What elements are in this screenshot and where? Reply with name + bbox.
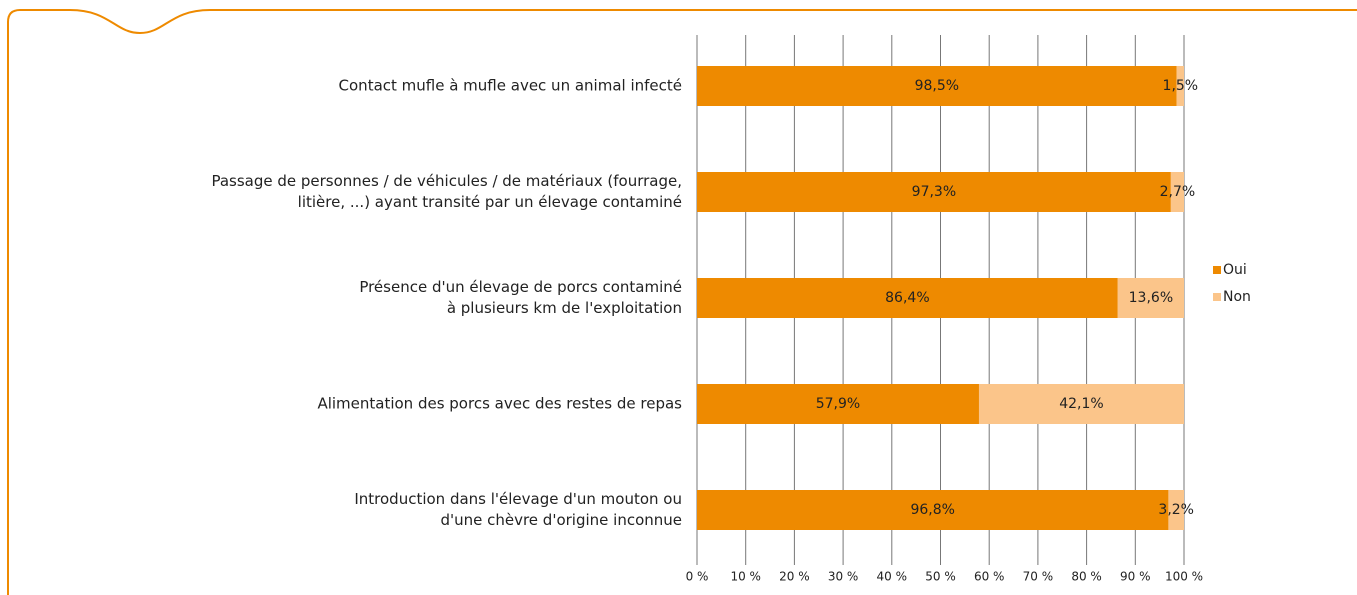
value-label: 57,9% <box>816 396 860 412</box>
x-tick-label: 50 % <box>925 570 956 584</box>
value-label: 96,8% <box>910 502 954 518</box>
value-label: 1,5% <box>1163 78 1199 94</box>
x-tick-label: 20 % <box>779 570 810 584</box>
x-tick-label: 80 % <box>1071 570 1102 584</box>
x-tick-label: 40 % <box>877 570 908 584</box>
value-label: 3,2% <box>1158 502 1194 518</box>
frame <box>7 9 1357 595</box>
legend-swatch <box>1213 293 1221 301</box>
value-label: 2,7% <box>1160 184 1196 200</box>
bar-segment <box>697 172 1171 212</box>
legend-label: Oui <box>1223 262 1247 278</box>
value-label: 98,5% <box>915 78 959 94</box>
value-label: 86,4% <box>885 290 929 306</box>
category-label: Contact mufle à mufle avec un animal inf… <box>339 77 682 95</box>
x-tick-label: 60 % <box>974 570 1005 584</box>
category-label: Présence d'un élevage de porcs contaminé <box>359 278 682 296</box>
category-label: Introduction dans l'élevage d'un mouton … <box>354 490 682 508</box>
category-label: Alimentation des porcs avec des restes d… <box>317 395 682 413</box>
legend-swatch <box>1213 266 1221 274</box>
x-tick-label: 10 % <box>730 570 761 584</box>
x-tick-label: 100 % <box>1165 570 1203 584</box>
category-label: d'une chèvre d'origine inconnue <box>440 511 682 529</box>
bar-segment <box>697 490 1169 530</box>
x-tick-label: 0 % <box>686 570 709 584</box>
value-label: 13,6% <box>1129 290 1173 306</box>
value-label: 97,3% <box>912 184 956 200</box>
bar-segment <box>1170 172 1184 212</box>
bar-segment <box>697 278 1118 318</box>
bar-segment <box>1117 278 1184 318</box>
bar-segment <box>697 66 1177 106</box>
value-label: 42,1% <box>1059 396 1103 412</box>
legend-label: Non <box>1223 289 1251 305</box>
category-label: à plusieurs km de l'exploitation <box>447 299 682 317</box>
category-label: Passage de personnes / de véhicules / de… <box>211 172 682 190</box>
bar-segment <box>697 384 979 424</box>
category-label: litière, ...) ayant transité par un élev… <box>298 193 682 211</box>
x-tick-label: 90 % <box>1120 570 1151 584</box>
x-tick-label: 30 % <box>828 570 859 584</box>
bar-segment <box>978 384 1184 424</box>
x-tick-label: 70 % <box>1023 570 1054 584</box>
bar-segment <box>1168 490 1184 530</box>
bar-segment <box>1176 66 1184 106</box>
